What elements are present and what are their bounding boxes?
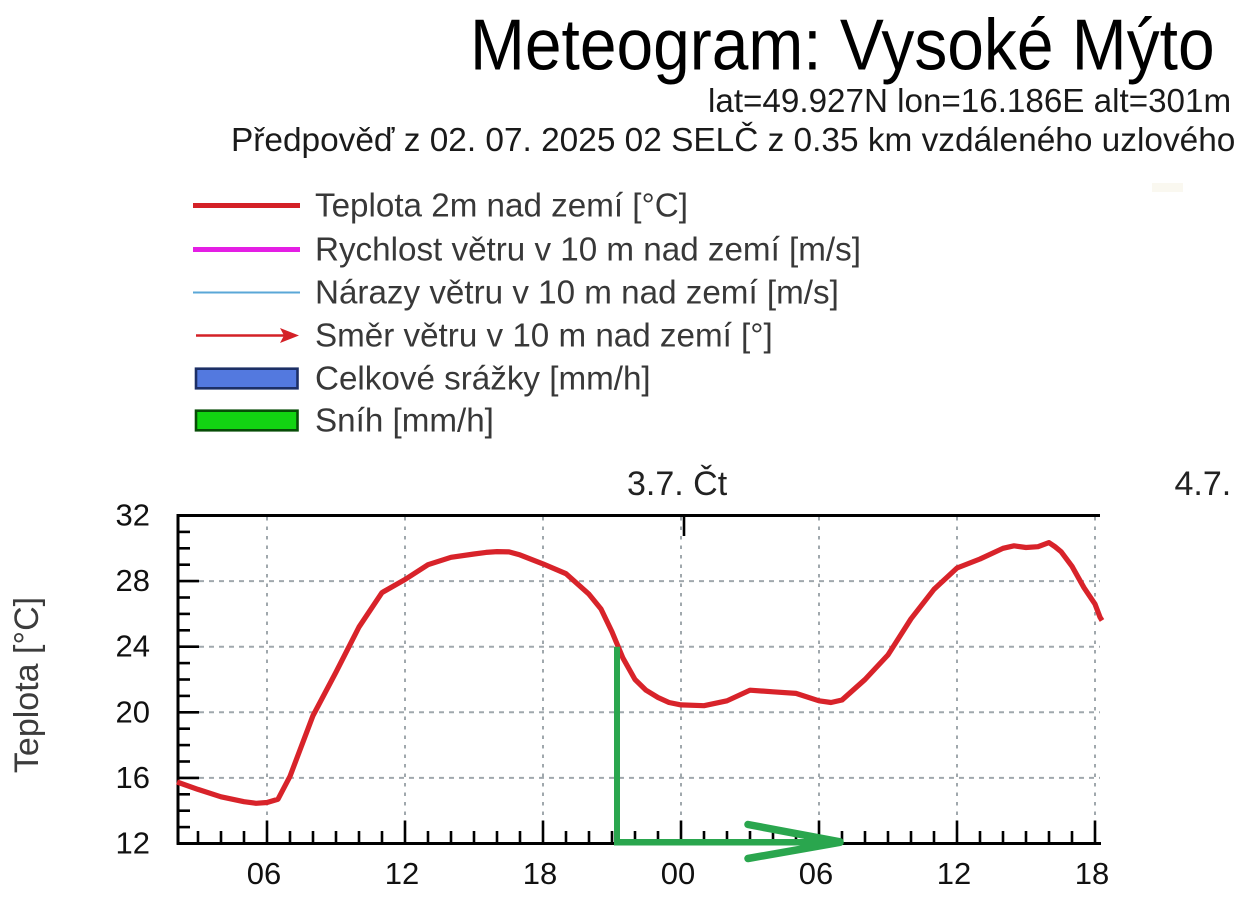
- svg-text:28: 28: [116, 563, 150, 598]
- svg-text:12: 12: [116, 826, 150, 861]
- svg-text:Sníh [mm/h]: Sníh [mm/h]: [315, 403, 494, 440]
- svg-text:16: 16: [116, 760, 150, 795]
- svg-text:Směr větru v 10 m nad zemí [°]: Směr větru v 10 m nad zemí [°]: [315, 318, 773, 355]
- svg-text:Rychlost větru v 10 m nad zemí: Rychlost větru v 10 m nad zemí [m/s]: [315, 232, 861, 269]
- svg-text:18: 18: [1075, 856, 1109, 891]
- svg-text:24: 24: [116, 629, 150, 664]
- svg-text:32: 32: [116, 498, 150, 533]
- svg-text:Celkové srážky [mm/h]: Celkové srážky [mm/h]: [315, 361, 651, 398]
- svg-text:20: 20: [116, 694, 150, 729]
- svg-text:12: 12: [385, 856, 419, 891]
- svg-text:06: 06: [799, 856, 833, 891]
- svg-text:18: 18: [523, 856, 557, 891]
- svg-text:06: 06: [247, 856, 281, 891]
- svg-text:12: 12: [937, 856, 971, 891]
- svg-text:3.7. Čt: 3.7. Čt: [627, 465, 728, 503]
- svg-text:Teplota 2m nad zemí [°C]: Teplota 2m nad zemí [°C]: [315, 188, 688, 225]
- svg-text:Meteogram: Vysoké Mýto: Meteogram: Vysoké Mýto: [470, 4, 1215, 86]
- svg-text:lat=49.927N lon=16.186E alt=30: lat=49.927N lon=16.186E alt=301m: [708, 83, 1231, 120]
- svg-text:00: 00: [661, 856, 695, 891]
- svg-text:Teplota [°C]: Teplota [°C]: [8, 597, 46, 773]
- svg-text:Předpověď z 02. 07. 2025 02 SE: Předpověď z 02. 07. 2025 02 SELČ z 0.35 …: [231, 121, 1236, 159]
- svg-text:Nárazy větru v 10 m nad zemí [: Nárazy větru v 10 m nad zemí [m/s]: [315, 275, 839, 312]
- svg-text:4.7.: 4.7.: [1175, 465, 1232, 503]
